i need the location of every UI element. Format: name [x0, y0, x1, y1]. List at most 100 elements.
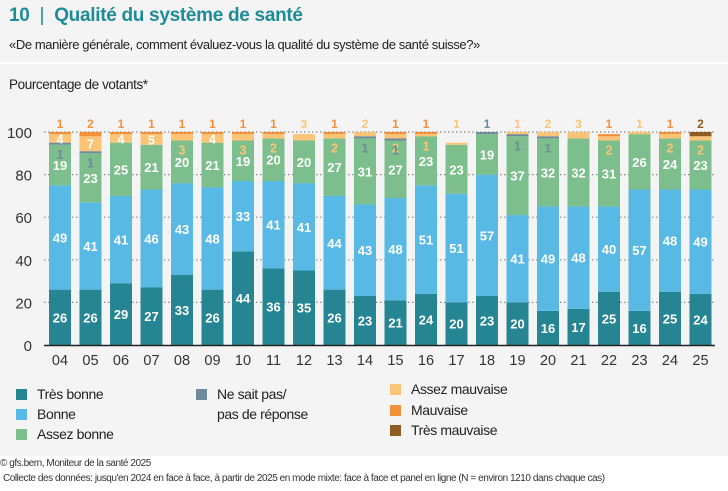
data-label-bonne: 57	[480, 228, 494, 243]
bar-segment-assez-mauvaise	[537, 132, 559, 137]
data-label-tres-bonne: 27	[144, 309, 158, 324]
legend-swatch-tres-bonne	[16, 389, 27, 400]
bar-segment-tres-mauvaise	[689, 132, 712, 137]
bar-segment-mauvaise	[415, 132, 437, 135]
bar-segment-tres-bonne	[415, 293, 437, 345]
bar-segment-bonne	[262, 180, 285, 269]
legend-label: Mauvaise	[411, 402, 468, 418]
legend-swatch-mauvaise	[390, 405, 401, 416]
data-label-assez-bonne: 23	[83, 171, 97, 186]
x-tick-label: 08	[174, 353, 190, 369]
y-tick-label: 0	[24, 338, 32, 355]
chart-title: 10 | Qualité du système de santé	[9, 5, 303, 27]
bar-segment-nsp	[354, 136, 376, 139]
data-label-tres-bonne: 26	[53, 310, 67, 325]
data-label-bonne: 49	[541, 252, 555, 267]
data-label-top-assez-mauvaise: 1	[453, 117, 460, 131]
data-label-assez-mauvaise: 4	[209, 132, 216, 146]
data-label-top-mauvaise: 1	[270, 117, 277, 131]
bar-segment-tres-bonne	[171, 274, 193, 345]
bar-segment-assez-bonne	[506, 136, 529, 216]
y-tick-label: 40	[15, 253, 32, 270]
data-label-top-mauvaise: 1	[331, 117, 338, 131]
data-label-top-nsp: 1	[484, 117, 491, 131]
bar-segment-bonne	[110, 195, 132, 284]
bar-segment-mauvaise	[262, 132, 285, 135]
data-label-top-mauvaise: 1	[57, 117, 64, 131]
bar-segment-assez-bonne	[384, 140, 407, 199]
legend-label: Assez mauvaise	[411, 381, 508, 397]
data-label-assez-mauvaise: 3	[240, 144, 247, 158]
bar-segment-bonne	[567, 206, 590, 309]
data-label-assez-bonne: 21	[205, 158, 219, 173]
data-label-tres-bonne: 26	[327, 310, 341, 325]
data-label-top-mauvaise: 1	[179, 117, 186, 131]
bar-segment-bonne	[659, 189, 681, 292]
bar-segment-assez-bonne	[171, 140, 193, 184]
bar-segment-bonne	[415, 185, 437, 294]
data-label-assez-mauvaise: 2	[331, 141, 338, 155]
footer-note: Collecte des données: jusqu'en 2024 en f…	[3, 473, 605, 484]
bar-segment-mauvaise	[384, 132, 407, 135]
bar-segment-nsp	[49, 142, 71, 145]
data-label-assez-mauvaise: 5	[148, 133, 155, 147]
data-label-assez-bonne: 19	[53, 158, 67, 173]
bar-segment-assez-bonne	[323, 138, 346, 196]
legend-label: Très mauvaise	[411, 422, 498, 438]
bar-segment-assez-bonne	[537, 138, 559, 207]
y-tick-label: 60	[15, 210, 32, 227]
data-label-top-assez-mauvaise: 1	[514, 117, 521, 131]
bar-segment-tres-bonne	[567, 308, 590, 345]
data-label-bonne: 40	[602, 242, 616, 257]
bar-segment-mauvaise	[79, 132, 102, 137]
data-label-tres-bonne: 26	[205, 310, 219, 325]
bar-segment-tres-bonne	[384, 300, 407, 345]
bar-segment-assez-mauvaise	[659, 134, 681, 139]
legend-tres-mauvaise: Très mauvaise	[390, 422, 497, 438]
data-label-assez-mauvaise: 3	[179, 144, 186, 158]
bar-segment-tres-bonne	[628, 310, 651, 345]
stacked-bar-chart: 0204060801002649191410426412327105294125…	[7, 117, 715, 369]
data-label-assez-bonne: 23	[419, 154, 433, 169]
data-label-assez-bonne: 20	[297, 155, 311, 170]
bar-segment-tres-bonne	[232, 251, 254, 345]
data-label-assez-bonne: 32	[571, 165, 585, 180]
bar-segment-assez-mauvaise	[171, 134, 193, 141]
x-tick-label: 20	[540, 353, 556, 369]
legend-tres-bonne: Très bonne	[16, 386, 104, 402]
bar-segment-bonne	[689, 189, 712, 294]
bar-segment-assez-mauvaise	[232, 134, 254, 141]
x-tick-label: 16	[418, 353, 434, 369]
bar-segment-mauvaise	[171, 132, 193, 135]
bar-segment-tres-bonne	[506, 302, 529, 345]
data-label-tres-bonne: 29	[114, 307, 128, 322]
data-label-assez-bonne: 23	[449, 162, 463, 177]
data-label-assez-bonne: 25	[114, 162, 128, 177]
data-label-top-mauvaise: 1	[209, 117, 216, 131]
bar-segment-bonne	[598, 206, 620, 292]
data-label-bonne: 48	[388, 242, 402, 257]
survey-question: «De manière générale, comment évaluez-vo…	[9, 37, 480, 52]
x-tick-label: 04	[52, 353, 68, 369]
data-label-tres-bonne: 35	[297, 301, 311, 316]
bar-segment-assez-mauvaise	[110, 134, 132, 143]
data-label-assez-mauvaise: 2	[392, 141, 399, 155]
bar-segment-tres-bonne	[79, 289, 102, 345]
data-label-nsp: 1	[362, 141, 369, 155]
data-label-assez-mauvaise: 1	[423, 139, 430, 153]
data-label-bonne: 41	[510, 252, 524, 267]
bar-segment-nsp	[79, 151, 102, 154]
data-label-bonne: 51	[419, 233, 433, 248]
bar-segment-assez-mauvaise	[293, 134, 315, 141]
chart-title-text: Qualité du système de santé	[54, 5, 303, 26]
bar-segment-bonne	[537, 206, 559, 311]
bar-segment-assez-mauvaise	[506, 132, 529, 135]
legend-swatch-tres-mauvaise	[390, 425, 401, 436]
data-label-tres-bonne: 44	[236, 291, 251, 306]
bar-segment-assez-bonne	[598, 140, 620, 207]
bar-segment-assez-bonne	[445, 144, 468, 194]
x-tick-label: 22	[601, 353, 617, 369]
data-label-assez-mauvaise: 2	[270, 141, 277, 155]
bar-segment-assez-bonne	[262, 138, 285, 181]
data-label-assez-bonne: 20	[266, 153, 280, 168]
